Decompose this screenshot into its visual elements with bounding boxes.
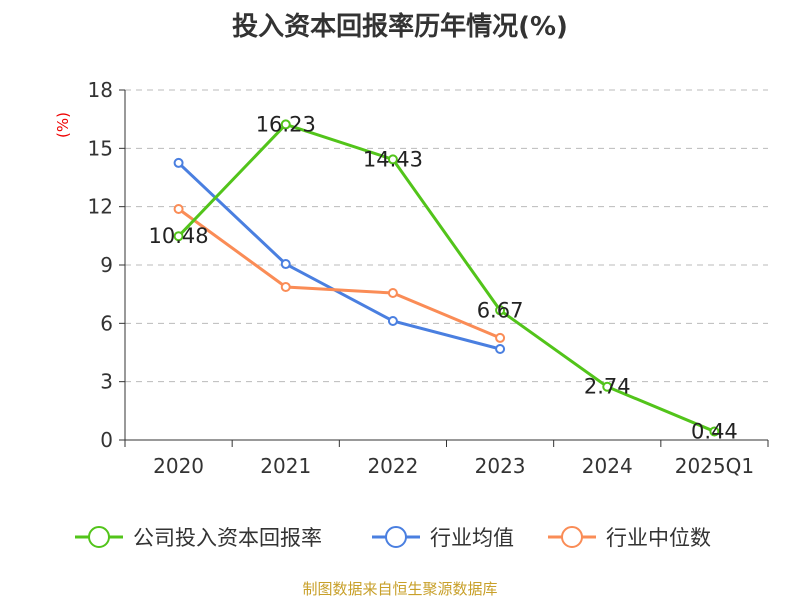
series-line [177, 161, 501, 351]
data-point [495, 332, 506, 343]
x-tick-label: 2020 [153, 454, 204, 478]
data-label: 16.23 [256, 112, 316, 136]
series-line [177, 207, 501, 340]
y-tick-label: 0 [100, 428, 113, 452]
series-line [177, 122, 715, 433]
data-label: 10.48 [149, 224, 209, 248]
legend-marker [561, 526, 583, 548]
data-label: 0.44 [691, 419, 738, 443]
x-tick-label: 2023 [475, 454, 526, 478]
y-tick-label: 18 [88, 78, 113, 102]
data-label: 6.67 [477, 298, 524, 322]
chart-title: 投入资本回报率历年情况(%) [232, 12, 568, 42]
data-label: 14.43 [363, 147, 423, 171]
legend-marker [385, 526, 407, 548]
data-label: 2.74 [584, 375, 631, 399]
data-point [173, 231, 184, 242]
data-point [495, 305, 506, 316]
data-point [280, 259, 291, 270]
data-point [602, 381, 613, 392]
y-tick-label: 12 [88, 195, 113, 219]
data-point [709, 426, 720, 437]
y-tick-label: 9 [100, 253, 113, 277]
source-note: 制图数据来自恒生聚源数据库 [302, 580, 498, 598]
legend-label: 公司投入资本回报率 [133, 526, 322, 550]
y-axis-label: (%) [54, 112, 72, 138]
legend-label: 行业均值 [430, 526, 514, 550]
data-point [280, 281, 291, 292]
data-point [387, 288, 398, 298]
legend-label: 行业中位数 [606, 526, 711, 550]
data-point [495, 344, 506, 354]
data-point [387, 154, 398, 165]
x-tick-label: 2022 [367, 454, 418, 478]
data-point [173, 204, 184, 214]
x-tick-label: 2021 [260, 454, 311, 478]
y-tick-label: 15 [88, 136, 113, 160]
y-tick-label: 6 [100, 311, 113, 335]
x-tick-label: 2024 [582, 454, 633, 478]
y-tick-label: 3 [100, 370, 113, 394]
data-point [173, 157, 184, 168]
x-tick-label: 2025Q1 [675, 454, 754, 478]
legend-marker [88, 526, 110, 548]
data-point [387, 316, 398, 326]
data-point [280, 119, 291, 130]
